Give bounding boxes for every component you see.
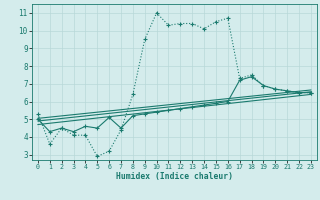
- X-axis label: Humidex (Indice chaleur): Humidex (Indice chaleur): [116, 172, 233, 181]
